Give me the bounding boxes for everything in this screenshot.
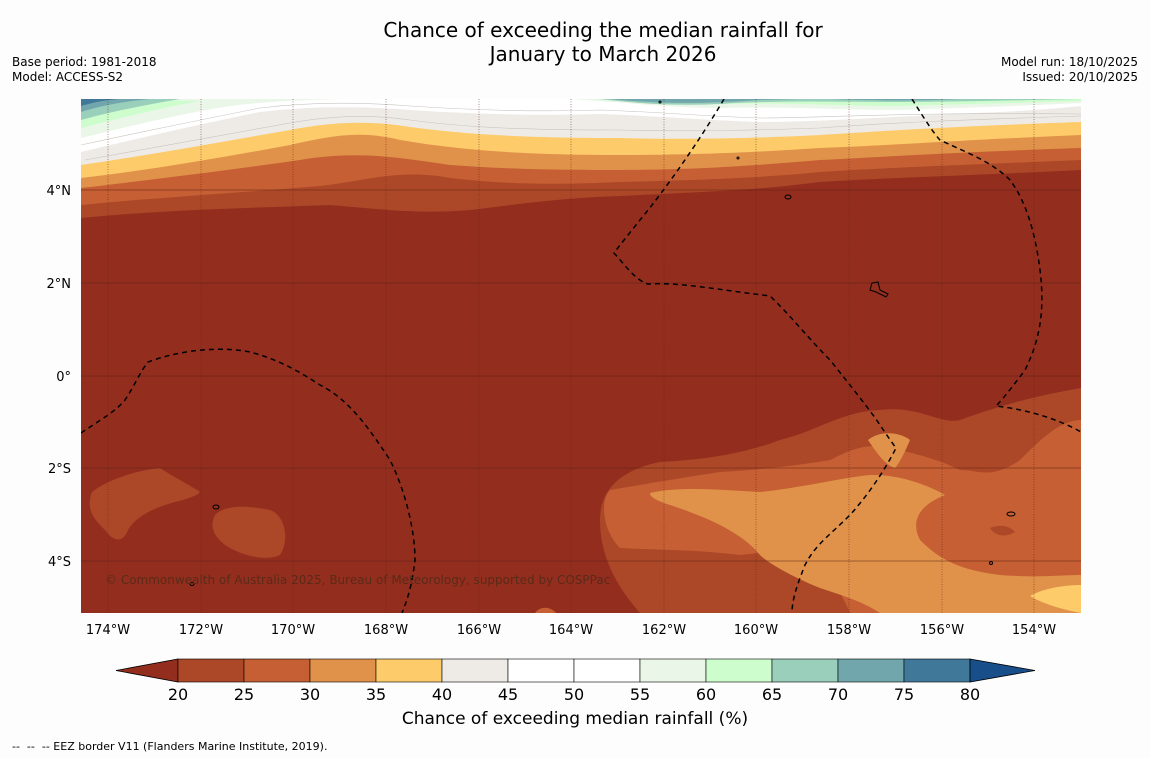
colorbar-tick-label: 50 [564, 685, 584, 704]
lon-label: 160°W [734, 623, 778, 638]
colorbar-tick-label: 20 [168, 685, 188, 704]
islands [189, 100, 1016, 586]
colorbar-tick-label: 55 [630, 685, 650, 704]
band-70-75-east [610, 99, 960, 103]
lat-label: 4°S [48, 555, 71, 570]
colorbar-tick-label: 40 [432, 685, 452, 704]
island [212, 504, 220, 510]
band-75-80 [81, 99, 120, 106]
island [658, 100, 662, 104]
west-blob-20-25 [89, 468, 200, 540]
colorbar-label: Chance of exceeding median rainfall (%) [401, 709, 749, 729]
colorbar-tick-label: 80 [960, 685, 980, 704]
south-speck [535, 607, 556, 613]
lon-axis-labels: 174°W 172°W 170°W 168°W 166°W 164°W 162°… [86, 623, 1056, 638]
south-band-30-35 [650, 474, 1081, 613]
meta-right: Model run: 18/10/2025 Issued: 20/10/2025 [1001, 55, 1138, 85]
colorbar-segment [639, 658, 707, 683]
lon-label: 174°W [86, 623, 130, 638]
map-plot [81, 99, 1081, 613]
colorbar-segment [177, 658, 245, 683]
island [989, 561, 993, 565]
colorbar-tick-label: 75 [894, 685, 914, 704]
band-45-55 [81, 99, 1081, 152]
south-band-30-35-b [868, 433, 910, 468]
eez-borders [81, 99, 1081, 613]
eez-footnote: -- -- -- EEZ border V11 (Flanders Marine… [12, 740, 328, 753]
lon-label: 156°W [920, 623, 964, 638]
gridlines [107, 99, 1035, 613]
contour-lines [81, 102, 1081, 161]
colorbar-segment [309, 658, 377, 683]
colorbar-segment [375, 658, 443, 683]
band-70-75 [81, 99, 150, 112]
lat-label: 0° [56, 370, 71, 385]
model-name: Model: ACCESS-S2 [12, 70, 124, 84]
colorbar: 20 25 30 35 40 45 50 55 60 65 70 75 80 [115, 658, 1036, 704]
title-line-2: January to March 2026 [489, 42, 717, 66]
colorbar-segment [573, 658, 641, 683]
lon-label: 158°W [827, 623, 871, 638]
copyright-text: © Commonwealth of Australia 2025, Bureau… [105, 573, 610, 587]
lon-label: 172°W [179, 623, 223, 638]
eez-border-central [613, 99, 897, 613]
colorbar-tick-label: 60 [696, 685, 716, 704]
colorbar-tick-label: 25 [234, 685, 254, 704]
issued-date: Issued: 20/10/2025 [1022, 70, 1138, 84]
colorbar-extend-high [969, 658, 1036, 683]
colorbar-tick-label: 45 [498, 685, 518, 704]
west-blob-25-30 [212, 506, 286, 558]
lon-label: 162°W [642, 623, 686, 638]
colorbar-segment [771, 658, 839, 683]
south-east-dark-pocket [990, 525, 1015, 536]
island [736, 156, 740, 160]
south-band-35-40 [1030, 585, 1081, 613]
base-period: Base period: 1981-2018 [12, 55, 157, 69]
colorbar-segment [441, 658, 509, 683]
eez-border-east [911, 99, 1081, 433]
island [784, 194, 792, 200]
lon-label: 154°W [1012, 623, 1056, 638]
colorbar-segment [705, 658, 773, 683]
colorbar-tick-label: 65 [762, 685, 782, 704]
meta-left: Base period: 1981-2018 Model: ACCESS-S2 [12, 55, 157, 85]
colorbar-tick-label: 30 [300, 685, 320, 704]
lon-label: 170°W [271, 623, 315, 638]
colorbar-segment [837, 658, 905, 683]
island [869, 281, 889, 298]
island [189, 582, 195, 586]
lat-label: 2°S [48, 462, 71, 477]
title-line-1: Chance of exceeding the median rainfall … [383, 18, 823, 42]
lat-label: 2°N [47, 277, 72, 292]
lon-label: 166°W [457, 623, 501, 638]
colorbar-segment [243, 658, 311, 683]
eez-border-west [81, 348, 416, 613]
lat-gridlines [81, 189, 1081, 562]
colorbar-extend-low [115, 658, 179, 683]
colorbar-tick-label: 35 [366, 685, 386, 704]
lat-label: 4°N [47, 184, 72, 199]
south-east-pocket [1068, 470, 1081, 552]
colorbar-segment [507, 658, 575, 683]
model-run: Model run: 18/10/2025 [1000, 55, 1138, 69]
lon-label: 164°W [549, 623, 593, 638]
colorbar-tick-label: 70 [828, 685, 848, 704]
map-title: Chance of exceeding the median rainfall … [0, 18, 1150, 66]
lat-axis-labels: 4°N 2°N 0° 2°S 4°S [47, 184, 72, 570]
colorbar-segment [903, 658, 971, 683]
island [1006, 511, 1016, 517]
lon-label: 168°W [364, 623, 408, 638]
